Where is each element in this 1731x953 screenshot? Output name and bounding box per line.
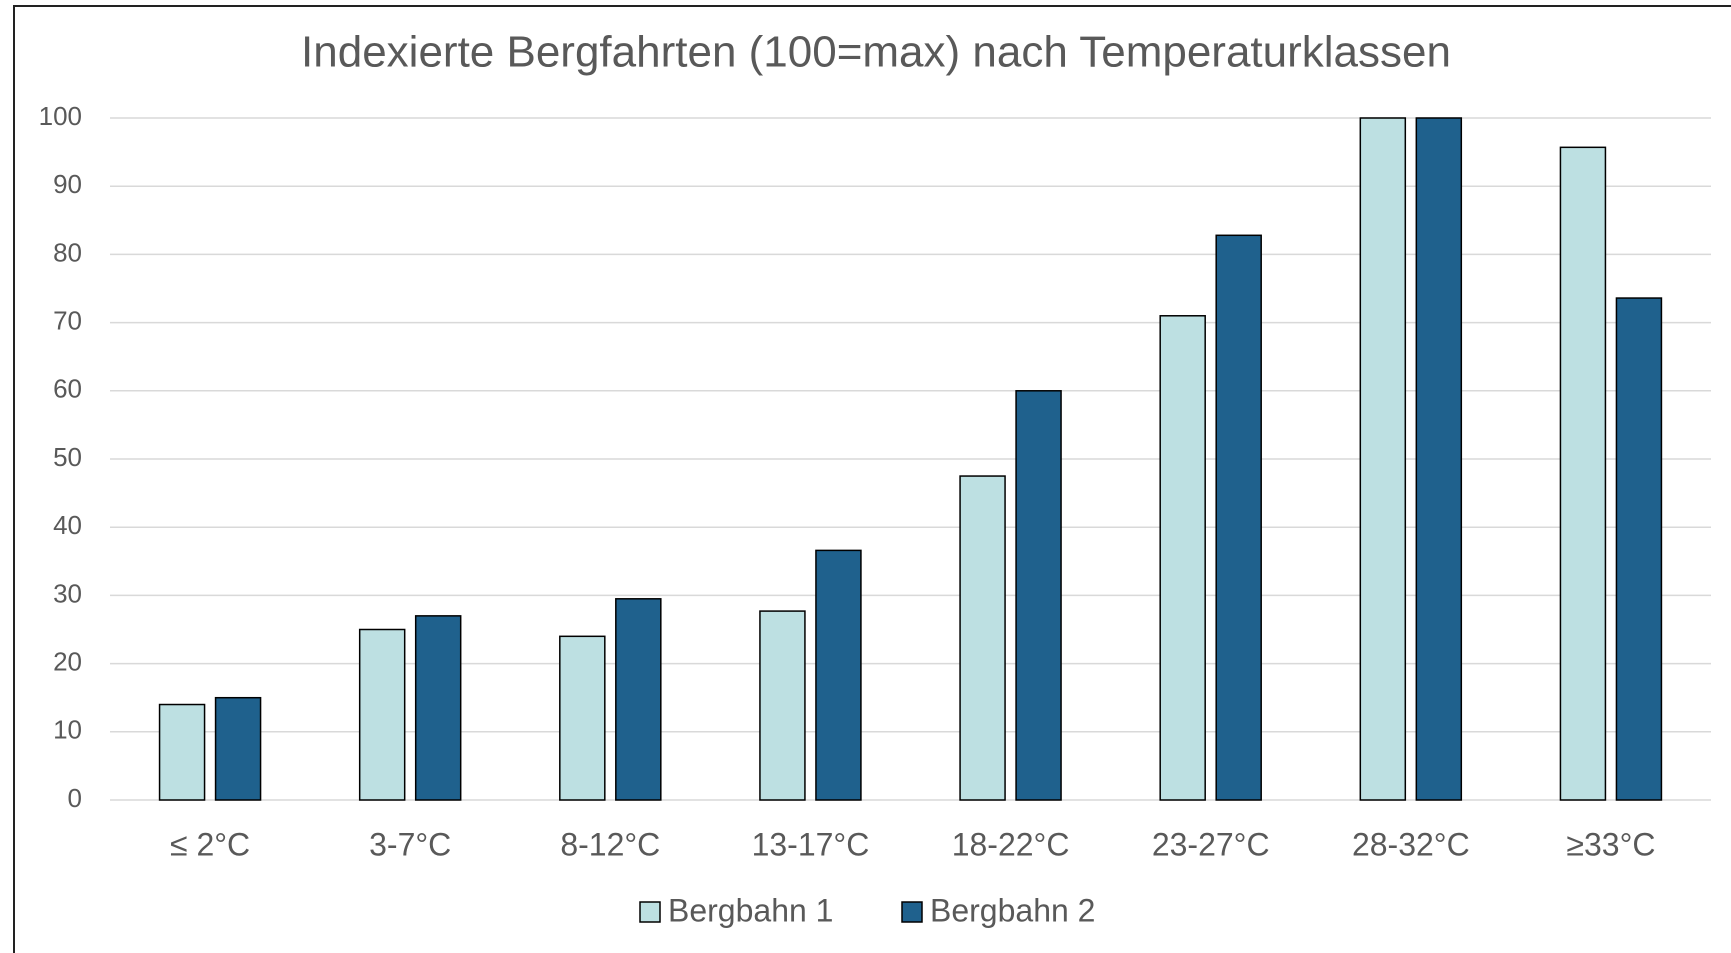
bar — [1615, 297, 1663, 801]
y-tick-label: 20 — [53, 646, 82, 676]
bar — [559, 635, 606, 801]
y-tick-label: 10 — [53, 715, 82, 745]
legend-label: Bergbahn 1 — [668, 892, 833, 928]
bar — [1359, 117, 1407, 801]
x-tick-label: ≥33°C — [1566, 826, 1655, 862]
legend-swatch — [901, 901, 923, 923]
x-tick-label: 3-7°C — [369, 826, 451, 862]
y-tick-label: 100 — [39, 101, 82, 131]
y-tick-label: 80 — [53, 237, 82, 267]
bar — [1159, 315, 1206, 801]
legend-swatch — [639, 901, 661, 923]
x-tick-label: 18-22°C — [952, 826, 1070, 862]
bar — [414, 615, 462, 801]
bar — [815, 549, 862, 801]
y-tick-label: 30 — [53, 578, 82, 608]
bar — [358, 628, 406, 801]
x-tick-label: 8-12°C — [560, 826, 660, 862]
y-tick-label: 70 — [53, 305, 82, 335]
bar — [959, 475, 1006, 801]
x-tick-label: 28-32°C — [1352, 826, 1470, 862]
chart-title: Indexierte Bergfahrten (100=max) nach Te… — [301, 28, 1451, 77]
y-tick-label: 50 — [53, 442, 82, 472]
bar — [1215, 234, 1262, 801]
bar — [158, 703, 206, 801]
bar — [615, 598, 662, 801]
bar — [214, 696, 262, 801]
x-tick-label: ≤ 2°C — [170, 826, 250, 862]
bar — [1559, 146, 1607, 801]
y-tick-label: 60 — [53, 374, 82, 404]
y-tick-label: 90 — [53, 169, 82, 199]
bar — [759, 610, 806, 801]
legend-label: Bergbahn 2 — [930, 892, 1095, 928]
x-tick-label: 23-27°C — [1152, 826, 1270, 862]
bar — [1415, 117, 1463, 801]
y-tick-label: 40 — [53, 510, 82, 540]
y-tick-label: 0 — [68, 783, 82, 813]
bar — [1015, 390, 1062, 801]
x-tick-label: 13-17°C — [752, 826, 870, 862]
chart-frame — [13, 5, 1731, 953]
